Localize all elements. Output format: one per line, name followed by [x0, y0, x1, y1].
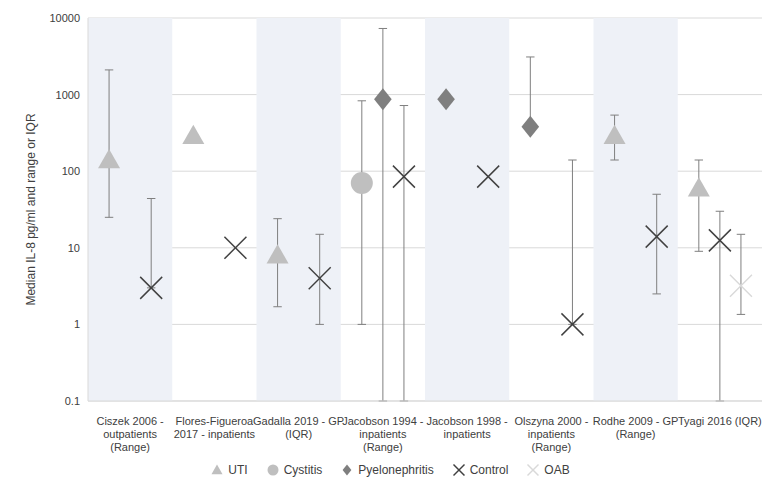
svg-text:10000: 10000	[49, 12, 80, 24]
svg-text:1000: 1000	[56, 89, 80, 101]
svg-text:Rodhe 2009 - GP(Range): Rodhe 2009 - GP(Range)	[593, 415, 679, 440]
html-text:UTI: UTI	[228, 463, 248, 477]
svg-text:1: 1	[74, 318, 80, 330]
html-text:Pyelonephritis: Pyelonephritis	[358, 463, 434, 477]
svg-text:Flores-Figueroa2017 - inpatien: Flores-Figueroa2017 - inpatients	[174, 415, 256, 440]
svg-text:Ciszek 2006 -outpatients(Range: Ciszek 2006 -outpatients(Range)	[96, 415, 164, 453]
svg-text:10: 10	[68, 242, 80, 254]
svg-text:Jacobson 1998 -inpatients: Jacobson 1998 -inpatients	[426, 415, 508, 440]
svg-text:Olszyna 2000 -inpatients(Range: Olszyna 2000 -inpatients(Range)	[514, 415, 588, 453]
svg-text:Tyagi 2016 (IQR): Tyagi 2016 (IQR)	[678, 415, 762, 427]
svg-text:100: 100	[62, 165, 80, 177]
html-text:OAB: OAB	[544, 463, 570, 477]
svg-text:Jacobson 1994 -inpatients(Rang: Jacobson 1994 -inpatients(Range)	[342, 415, 424, 453]
svg-text:Median IL-8 pg/ml and range or: Median IL-8 pg/ml and range or IQR	[24, 113, 38, 305]
svg-text:0.1: 0.1	[65, 395, 80, 407]
svg-text:Gadalla 2019 - GP(IQR): Gadalla 2019 - GP(IQR)	[253, 415, 344, 440]
html-text:Control: Control	[469, 463, 509, 477]
html-text:Cystitis: Cystitis	[283, 463, 323, 477]
